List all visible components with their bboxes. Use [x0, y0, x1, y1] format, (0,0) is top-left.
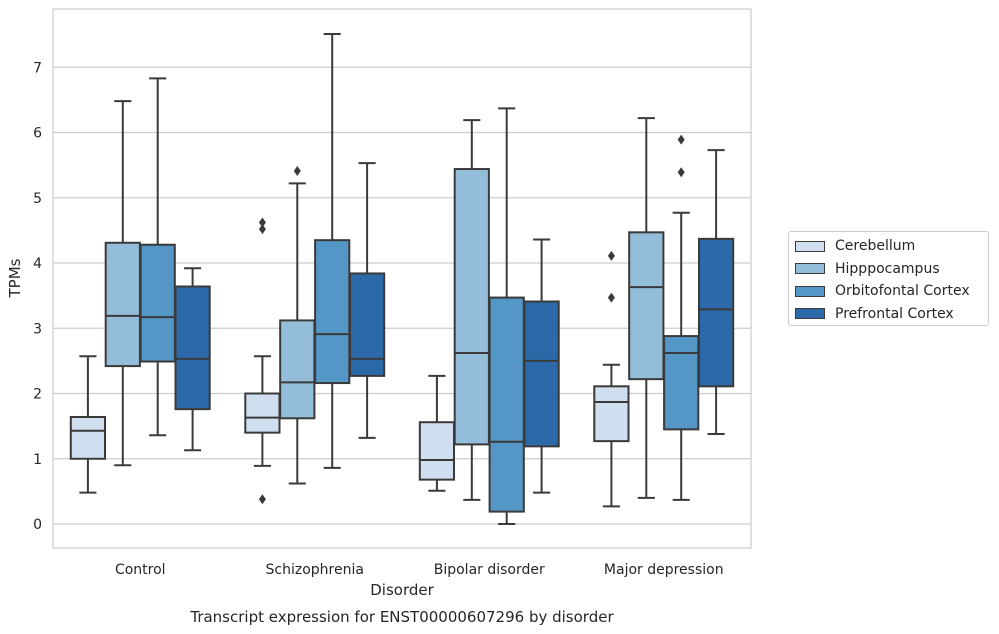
box-iqr: [453, 168, 490, 446]
y-tick-label: 1: [33, 452, 42, 468]
box-0-3: [593, 250, 630, 508]
y-tick-label: 2: [33, 387, 42, 403]
x-tick-label: Major depression: [604, 562, 724, 578]
box-3-2: [523, 238, 560, 494]
legend-item: Prefrontal Cortex: [795, 303, 988, 326]
box-2-3: [663, 134, 700, 501]
legend: Cerebellum Hipppocampus Orbitofontal Corte…: [788, 231, 989, 326]
box-iqr: [488, 296, 525, 513]
box-1-0: [104, 100, 141, 467]
outlier-point: [677, 134, 685, 145]
legend-item: Orbitofontal Cortex: [795, 280, 988, 303]
box-iqr: [663, 335, 700, 431]
box-0-0: [69, 355, 107, 494]
chart-title: Transcript expression for ENST0000060729…: [189, 608, 614, 626]
legend-swatch: [795, 263, 825, 275]
x-tick-labels: Control Schizophrenia Bipolar disorder Majo…: [115, 562, 724, 578]
outlier-point: [607, 292, 615, 303]
box-0-2: [418, 374, 456, 492]
box-iqr: [174, 285, 211, 411]
y-tick-label: 6: [33, 126, 42, 142]
box-iqr: [69, 415, 107, 460]
y-axis-label: TPMs: [6, 258, 24, 298]
box-iqr: [279, 319, 316, 420]
legend-label: Orbitofontal Cortex: [835, 283, 970, 300]
y-tick-label: 3: [33, 321, 42, 337]
box-iqr: [418, 421, 456, 481]
box-iqr: [593, 385, 630, 443]
box-2-0: [139, 77, 176, 437]
box-1-2: [453, 119, 490, 501]
y-tick-label: 0: [33, 517, 42, 533]
box-series: [69, 32, 735, 525]
legend-swatch: [795, 308, 825, 320]
outlier-point: [258, 224, 266, 235]
outlier-point: [258, 494, 266, 505]
box-3-1: [348, 162, 386, 439]
y-tick-label: 7: [33, 60, 42, 76]
outlier-point: [607, 250, 615, 261]
box-iqr: [348, 272, 386, 377]
x-tick-label: Control: [115, 562, 166, 578]
box-iqr: [314, 239, 351, 385]
box-iqr: [697, 237, 735, 388]
legend-item: Cerebellum: [795, 235, 988, 258]
y-tick-labels: 0 1 2 3 4 5 6 7: [33, 60, 42, 533]
box-iqr: [104, 241, 141, 368]
legend-item: Hipppocampus: [795, 258, 988, 281]
x-tick-label: Bipolar disorder: [434, 562, 545, 578]
legend-swatch: [795, 285, 825, 297]
box-1-3: [628, 117, 665, 499]
box-3-0: [174, 267, 211, 452]
box-iqr: [244, 392, 281, 434]
outlier-point: [293, 165, 301, 176]
legend-label: Cerebellum: [835, 238, 916, 255]
box-iqr: [139, 243, 176, 363]
legend-swatch: [795, 240, 825, 252]
box-3-3: [697, 149, 735, 435]
outlier-point: [258, 217, 266, 228]
box-0-1: [244, 217, 281, 505]
outlier-point: [677, 167, 685, 178]
box-2-2: [488, 107, 525, 525]
legend-label: Prefrontal Cortex: [835, 305, 954, 322]
x-axis-label: Disorder: [370, 581, 434, 599]
y-tick-label: 4: [33, 256, 42, 272]
box-iqr: [523, 300, 560, 448]
y-tick-label: 5: [33, 191, 42, 207]
x-tick-label: Schizophrenia: [266, 562, 364, 578]
legend-label: Hipppocampus: [835, 260, 940, 277]
box-iqr: [628, 231, 665, 381]
